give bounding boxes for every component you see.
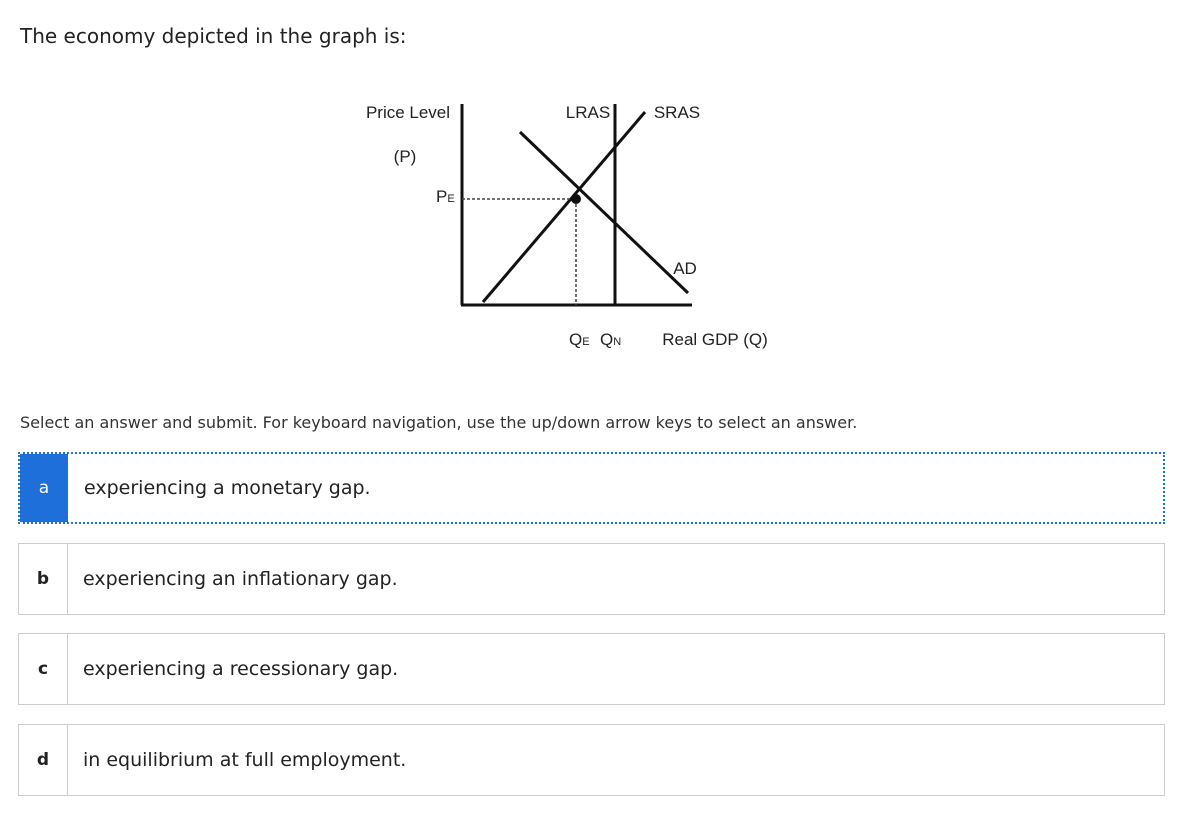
option[interactable]: d in equilibrium at full employment. [18,724,1165,796]
option-letter: b [19,544,68,614]
option-letter: c [19,634,68,704]
option-text: experiencing an inflationary gap. [83,568,398,590]
option[interactable]: b experiencing an inflationary gap. [18,543,1165,615]
ad-line [518,130,690,295]
option-text: experiencing a recessionary gap. [83,658,399,680]
instruction: Select an answer and submit. For keyboar… [20,413,858,432]
option[interactable]: a experiencing a monetary gap. [18,452,1165,524]
price-label: PE [436,187,455,206]
y-axis-label: Price Level [366,103,450,122]
x-axis-label: Real GDP (Q) [662,330,768,349]
option[interactable]: c experiencing a recessionary gap. [18,633,1165,705]
sras-label: SRAS [654,103,700,122]
option-letter: d [19,725,68,795]
qe-label: QE [569,330,590,349]
equilibrium-point [571,194,581,204]
qn-label: QN [600,330,621,349]
question: The economy depicted in the graph is: [20,24,407,48]
lras-label: LRAS [566,103,610,122]
ad-label: AD [673,259,697,278]
option-letter: a [20,454,68,522]
diagram: Price Level (P) PE LRAS SRAS AD QE QN Re… [366,103,768,349]
option-text: in equilibrium at full employment. [83,749,407,771]
option-text: experiencing a monetary gap. [84,477,371,499]
y-axis-symbol: (P) [394,147,417,166]
sras-line [481,111,647,303]
